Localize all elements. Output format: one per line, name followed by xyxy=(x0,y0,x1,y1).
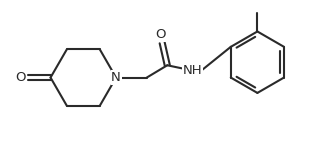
Text: O: O xyxy=(155,28,165,41)
Text: O: O xyxy=(16,71,26,84)
Text: NH: NH xyxy=(183,64,203,77)
Text: N: N xyxy=(111,71,121,84)
